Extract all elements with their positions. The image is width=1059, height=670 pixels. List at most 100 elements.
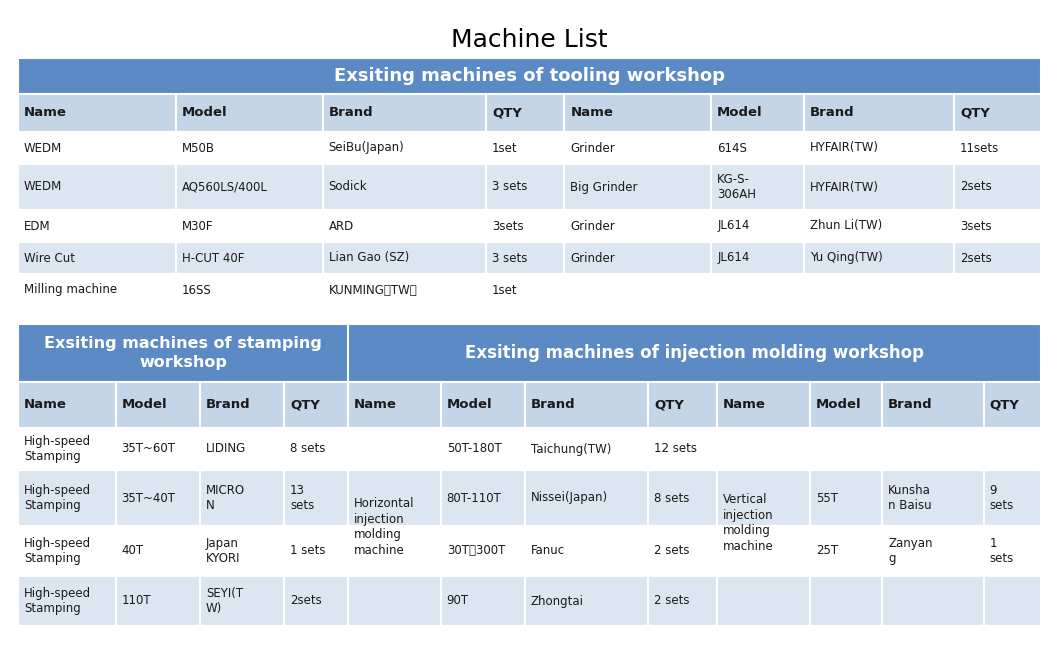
Text: MICRO
N: MICRO N [205,484,245,513]
Text: 1set: 1set [492,283,518,297]
Bar [810,526,882,576]
Bar [954,274,1041,306]
Text: Horizontal
injection
molding
machine: Horizontal injection molding machine [354,497,414,557]
Text: AQ560LS/400L: AQ560LS/400L [182,180,268,194]
Bar [284,576,348,626]
Bar [882,470,984,526]
Bar [882,382,984,428]
Text: 80T-110T: 80T-110T [447,492,502,505]
Text: 11sets: 11sets [959,141,1000,155]
Text: 90T: 90T [447,594,469,608]
Text: Big Grinder: Big Grinder [571,180,638,194]
Bar [564,274,712,306]
Text: 55T: 55T [815,492,838,505]
Bar [804,164,954,210]
Bar [348,428,441,470]
Bar [176,164,323,210]
Bar [348,382,441,428]
Bar [564,132,712,164]
Bar [284,526,348,576]
Bar [804,132,954,164]
Text: Fanuc: Fanuc [531,545,564,557]
Bar [348,470,441,526]
Text: 2sets: 2sets [959,180,991,194]
Text: Wire Cut: Wire Cut [24,251,75,265]
Text: Model: Model [122,399,167,411]
Bar [18,164,176,210]
Text: QTY: QTY [492,107,522,119]
Text: 8 sets: 8 sets [290,442,325,456]
Text: Zhun Li(TW): Zhun Li(TW) [810,220,882,232]
Bar [524,576,648,626]
Bar [712,164,804,210]
Text: Name: Name [24,399,67,411]
Bar [323,274,486,306]
Bar [564,242,712,274]
Bar [323,132,486,164]
Text: 3sets: 3sets [492,220,523,232]
Text: Exsiting machines of stamping
workshop: Exsiting machines of stamping workshop [44,336,322,370]
Text: 3 sets: 3 sets [492,251,527,265]
Text: Grinder: Grinder [571,141,615,155]
Bar [18,94,176,132]
Bar [284,470,348,526]
Bar [176,94,323,132]
Text: Japan
KYORI: Japan KYORI [205,537,240,565]
Bar [954,210,1041,242]
Text: 2sets: 2sets [959,251,991,265]
Bar [441,428,524,470]
Bar [18,428,115,470]
Bar [441,382,524,428]
Bar [18,576,115,626]
Bar [648,382,717,428]
Bar [441,470,524,526]
Text: Milling machine: Milling machine [24,283,118,297]
Bar [984,470,1041,526]
Bar [524,526,648,576]
Text: Exsiting machines of tooling workshop: Exsiting machines of tooling workshop [334,67,725,85]
Bar [717,526,810,576]
Bar [648,526,717,576]
Text: Name: Name [24,107,67,119]
Text: 2 sets: 2 sets [654,594,689,608]
Bar [954,94,1041,132]
Text: Name: Name [723,399,766,411]
Bar [954,164,1041,210]
Text: 16SS: 16SS [182,283,212,297]
Bar [18,274,176,306]
Text: Brand: Brand [531,399,575,411]
Text: ARD: ARD [328,220,354,232]
Text: 614S: 614S [717,141,747,155]
Bar [200,470,284,526]
Text: H-CUT 40F: H-CUT 40F [182,251,245,265]
Text: Zhongtai: Zhongtai [531,594,584,608]
Text: Vertical
injection
molding
machine: Vertical injection molding machine [723,493,774,553]
Bar [810,382,882,428]
Text: High-speed
Stamping: High-speed Stamping [24,537,91,565]
Bar [882,428,984,470]
Text: 8 sets: 8 sets [654,492,689,505]
Bar [323,210,486,242]
Bar [648,470,717,526]
Bar [200,526,284,576]
Bar [984,576,1041,626]
Bar [717,428,810,470]
Bar [348,576,441,626]
Text: High-speed
Stamping: High-speed Stamping [24,435,91,463]
Bar [18,324,348,382]
Text: SEYI(T
W): SEYI(T W) [205,587,243,615]
Bar [176,242,323,274]
Bar [804,94,954,132]
Text: 3 sets: 3 sets [492,180,527,194]
Bar [200,428,284,470]
Text: Model: Model [815,399,861,411]
Bar [18,526,115,576]
Text: Model: Model [447,399,492,411]
Text: Name: Name [571,107,613,119]
Bar [717,470,810,526]
Bar [810,470,882,526]
Bar [348,526,441,576]
Bar [115,428,200,470]
Text: JL614: JL614 [717,220,750,232]
Text: High-speed
Stamping: High-speed Stamping [24,484,91,513]
